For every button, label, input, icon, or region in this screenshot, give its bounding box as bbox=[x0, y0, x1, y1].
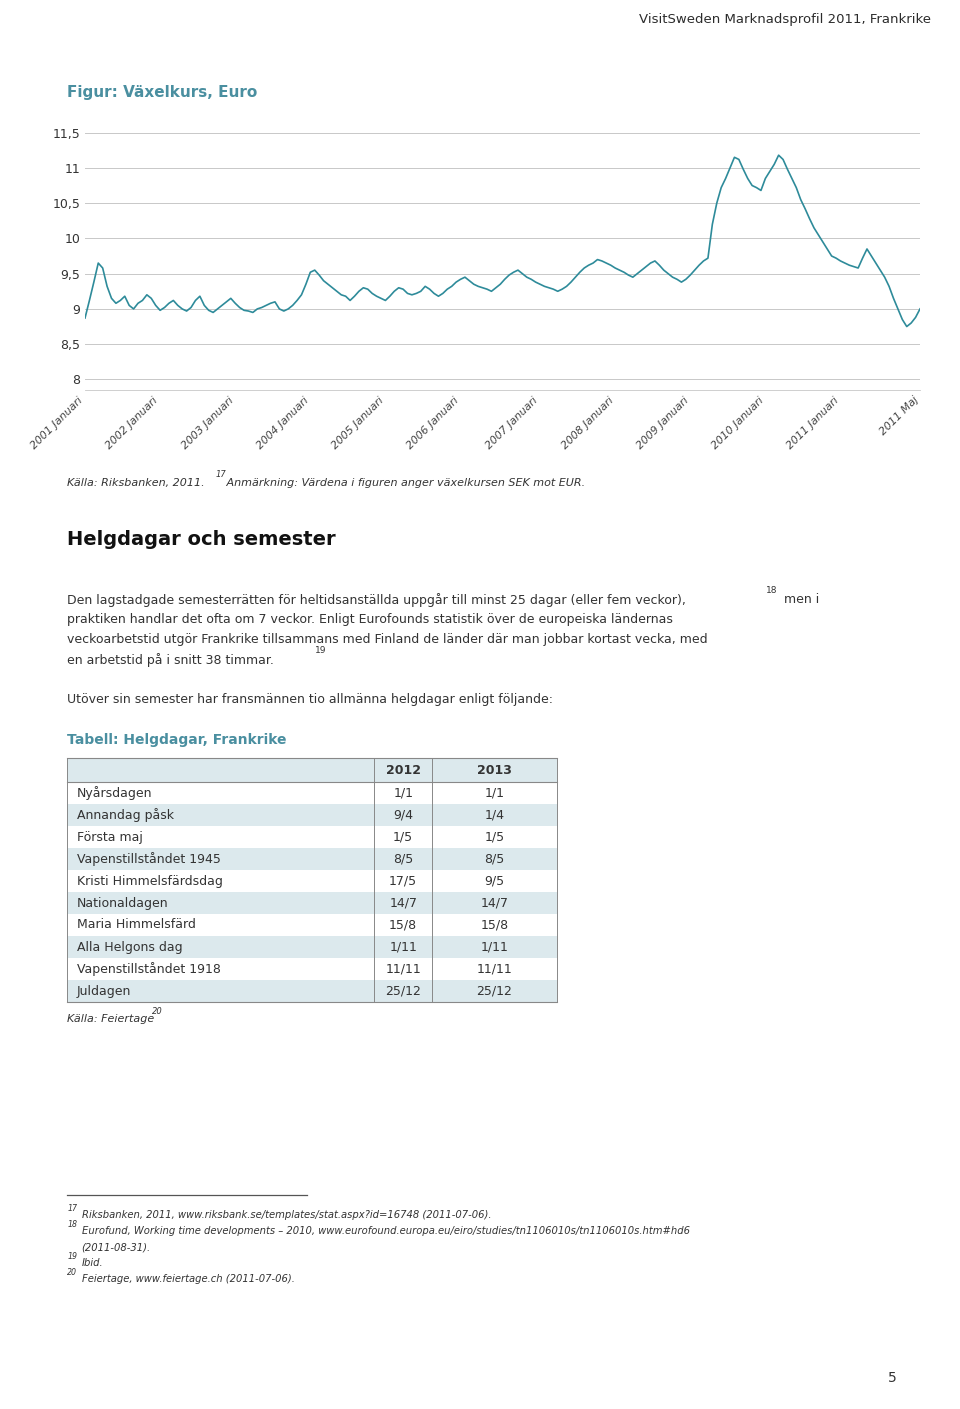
Text: 17/5: 17/5 bbox=[389, 875, 418, 888]
Text: 14/7: 14/7 bbox=[389, 896, 418, 909]
Text: 18: 18 bbox=[766, 586, 778, 595]
Text: 1/1: 1/1 bbox=[485, 786, 504, 799]
Text: Ibid.: Ibid. bbox=[82, 1258, 104, 1268]
Text: 9/4: 9/4 bbox=[394, 809, 413, 821]
Text: en arbetstid på i snitt 38 timmar.: en arbetstid på i snitt 38 timmar. bbox=[67, 652, 274, 666]
Text: Feiertage, www.feiertage.ch (2011-07-06).: Feiertage, www.feiertage.ch (2011-07-06)… bbox=[82, 1274, 295, 1284]
Text: Alla Helgons dag: Alla Helgons dag bbox=[77, 940, 182, 954]
Text: Maria Himmelsfärd: Maria Himmelsfärd bbox=[77, 919, 196, 931]
Text: Figur: Växelkurs, Euro: Figur: Växelkurs, Euro bbox=[67, 85, 257, 100]
Text: 25/12: 25/12 bbox=[385, 985, 421, 998]
Text: 9/5: 9/5 bbox=[485, 875, 504, 888]
Text: Den lagstadgade semesterrätten för heltidsanställda uppgår till minst 25 dagar (: Den lagstadgade semesterrätten för helti… bbox=[67, 593, 686, 607]
Text: 15/8: 15/8 bbox=[480, 919, 509, 931]
Text: 1/11: 1/11 bbox=[480, 940, 509, 954]
Text: 14/7: 14/7 bbox=[480, 896, 509, 909]
Text: Vapenstillståndet 1918: Vapenstillståndet 1918 bbox=[77, 962, 221, 976]
Text: 1/11: 1/11 bbox=[389, 940, 418, 954]
Text: Juldagen: Juldagen bbox=[77, 985, 132, 998]
Text: 1/5: 1/5 bbox=[394, 830, 413, 844]
Text: 2012: 2012 bbox=[386, 764, 420, 776]
Text: 2013: 2013 bbox=[477, 764, 512, 776]
Text: 19: 19 bbox=[67, 1253, 77, 1261]
Text: 17: 17 bbox=[67, 1205, 77, 1213]
Text: Utöver sin semester har fransmännen tio allmänna helgdagar enligt följande:: Utöver sin semester har fransmännen tio … bbox=[67, 693, 553, 706]
Text: 17: 17 bbox=[216, 469, 227, 479]
Text: Tabell: Helgdagar, Frankrike: Tabell: Helgdagar, Frankrike bbox=[67, 733, 287, 747]
Text: Första maj: Första maj bbox=[77, 830, 143, 844]
Text: 15/8: 15/8 bbox=[389, 919, 418, 931]
Text: 20: 20 bbox=[152, 1007, 162, 1016]
Text: (2011-08-31).: (2011-08-31). bbox=[82, 1241, 151, 1253]
Text: Anmärkning: Värdena i figuren anger växelkursen SEK mot EUR.: Anmärkning: Värdena i figuren anger växe… bbox=[223, 478, 585, 488]
Text: Källa: Feiertage: Källa: Feiertage bbox=[67, 1014, 155, 1024]
Text: veckoarbetstid utgör Frankrike tillsammans med Finland de länder där man jobbar : veckoarbetstid utgör Frankrike tillsamma… bbox=[67, 633, 708, 645]
Text: men i: men i bbox=[780, 593, 819, 606]
Text: Källa: Riksbanken, 2011.: Källa: Riksbanken, 2011. bbox=[67, 478, 204, 488]
Text: Helgdagar och semester: Helgdagar och semester bbox=[67, 530, 336, 550]
Text: Riksbanken, 2011, www.riksbank.se/templates/stat.aspx?id=16748 (2011-07-06).: Riksbanken, 2011, www.riksbank.se/templa… bbox=[82, 1210, 492, 1220]
Text: 8/5: 8/5 bbox=[484, 852, 505, 865]
Text: VisitSweden Marknadsprofil 2011, Frankrike: VisitSweden Marknadsprofil 2011, Frankri… bbox=[639, 14, 931, 27]
Text: Nyårsdagen: Nyårsdagen bbox=[77, 786, 153, 800]
Text: Nationaldagen: Nationaldagen bbox=[77, 896, 168, 909]
Text: Eurofund, Working time developments – 2010, www.eurofound.europa.eu/eiro/studies: Eurofund, Working time developments – 20… bbox=[82, 1226, 689, 1236]
Text: 1/4: 1/4 bbox=[485, 809, 504, 821]
Text: 20: 20 bbox=[67, 1268, 77, 1278]
Text: praktiken handlar det ofta om 7 veckor. Enligt Eurofounds statistik över de euro: praktiken handlar det ofta om 7 veckor. … bbox=[67, 613, 673, 626]
Text: 1/1: 1/1 bbox=[394, 786, 413, 799]
Text: 1/5: 1/5 bbox=[485, 830, 504, 844]
Text: Annandag påsk: Annandag påsk bbox=[77, 807, 174, 821]
Text: 11/11: 11/11 bbox=[385, 962, 421, 975]
Text: 11/11: 11/11 bbox=[476, 962, 513, 975]
Text: Vapenstillståndet 1945: Vapenstillståndet 1945 bbox=[77, 852, 221, 867]
Text: 19: 19 bbox=[315, 645, 326, 655]
Text: 8/5: 8/5 bbox=[393, 852, 414, 865]
Text: 18: 18 bbox=[67, 1220, 77, 1230]
Text: 5: 5 bbox=[888, 1371, 898, 1385]
Text: 25/12: 25/12 bbox=[476, 985, 513, 998]
Text: Kristi Himmelsfärdsdag: Kristi Himmelsfärdsdag bbox=[77, 875, 223, 888]
